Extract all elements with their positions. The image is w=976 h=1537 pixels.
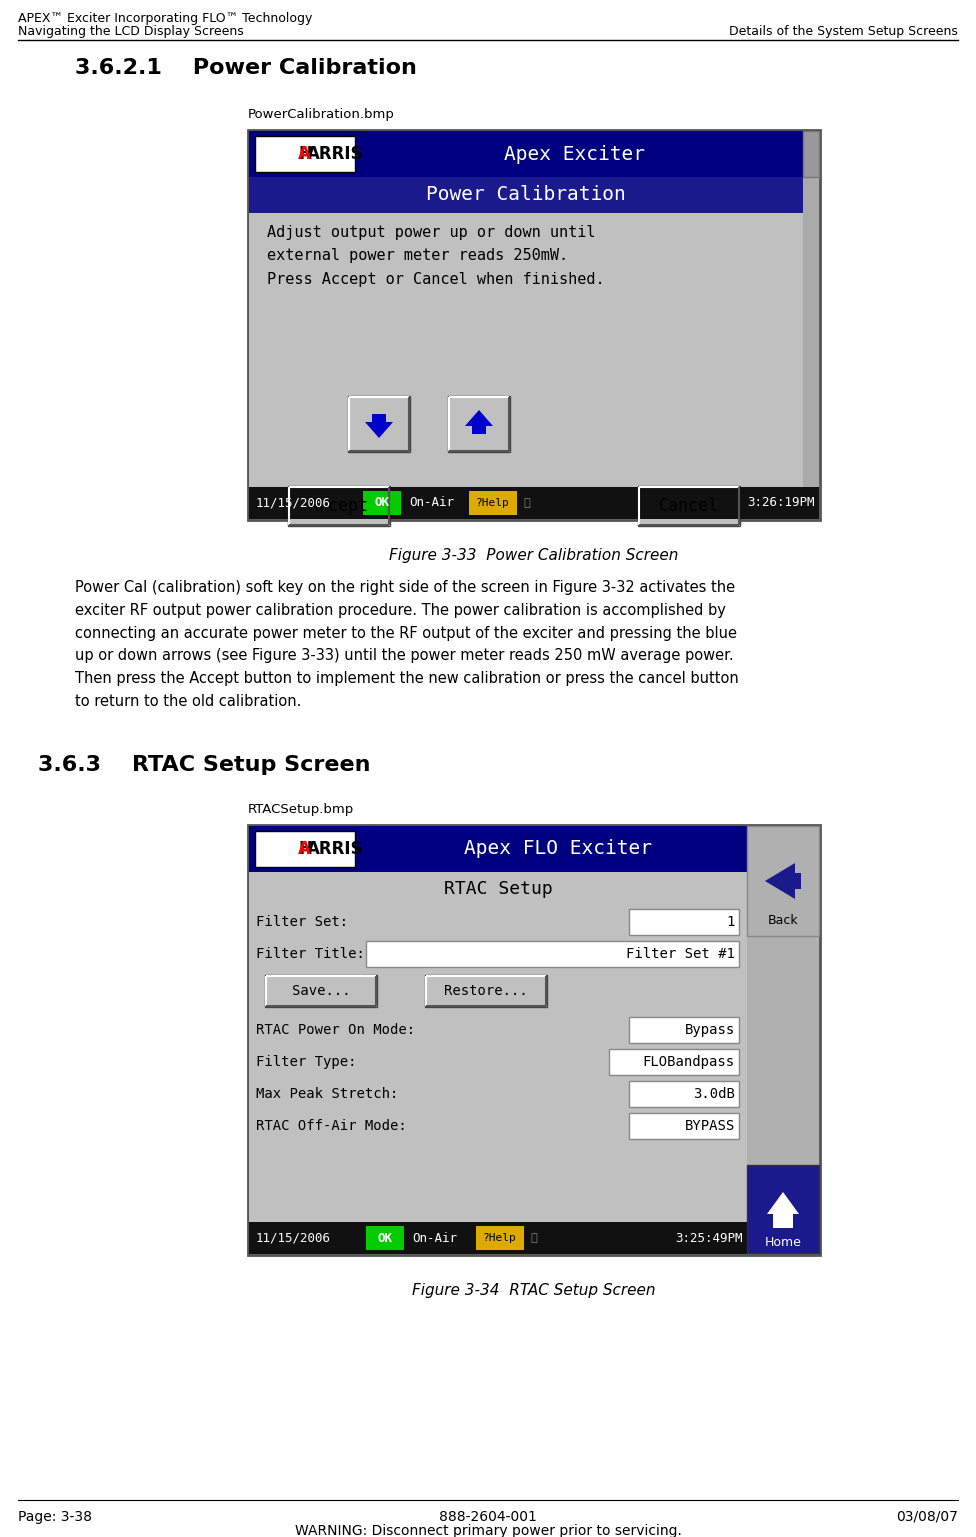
- Text: On-Air: On-Air: [412, 1231, 457, 1245]
- FancyBboxPatch shape: [249, 871, 747, 1254]
- FancyBboxPatch shape: [248, 131, 820, 520]
- Text: Figure 3-34  RTAC Setup Screen: Figure 3-34 RTAC Setup Screen: [412, 1283, 656, 1299]
- Text: Filter Type:: Filter Type:: [256, 1054, 356, 1070]
- Text: Power Cal (calibration) soft key on the right side of the screen in Figure 3-32 : Power Cal (calibration) soft key on the …: [75, 579, 739, 709]
- FancyBboxPatch shape: [248, 825, 820, 1256]
- Text: ARRIS: ARRIS: [307, 841, 363, 858]
- Text: Bypass: Bypass: [685, 1024, 735, 1037]
- Text: Home: Home: [764, 1236, 801, 1250]
- FancyBboxPatch shape: [449, 397, 509, 450]
- FancyBboxPatch shape: [803, 131, 819, 177]
- FancyBboxPatch shape: [249, 177, 803, 214]
- FancyBboxPatch shape: [249, 487, 819, 520]
- Text: BYPASS: BYPASS: [685, 1119, 735, 1133]
- FancyBboxPatch shape: [255, 135, 355, 172]
- FancyBboxPatch shape: [469, 490, 517, 515]
- FancyBboxPatch shape: [366, 941, 739, 967]
- Text: 11/15/2006: 11/15/2006: [256, 1231, 331, 1245]
- FancyBboxPatch shape: [629, 908, 739, 934]
- Text: 3.6.2.1    Power Calibration: 3.6.2.1 Power Calibration: [75, 58, 417, 78]
- Text: RTACSetup.bmp: RTACSetup.bmp: [248, 802, 354, 816]
- FancyBboxPatch shape: [289, 487, 389, 526]
- Text: 3:25:49PM: 3:25:49PM: [675, 1231, 743, 1245]
- FancyBboxPatch shape: [476, 1227, 524, 1250]
- FancyBboxPatch shape: [255, 832, 355, 867]
- FancyBboxPatch shape: [629, 1113, 739, 1139]
- Text: OK: OK: [375, 496, 389, 509]
- Text: Back: Back: [768, 915, 798, 927]
- Text: H: H: [298, 144, 312, 163]
- Text: 888-2604-001: 888-2604-001: [439, 1509, 537, 1525]
- Text: PowerCalibration.bmp: PowerCalibration.bmp: [248, 108, 395, 121]
- Text: Filter Set #1: Filter Set #1: [627, 947, 735, 961]
- Text: Max Peak Stretch:: Max Peak Stretch:: [256, 1087, 398, 1100]
- Text: ?Help: ?Help: [476, 498, 509, 509]
- Text: RTAC Setup: RTAC Setup: [444, 881, 552, 898]
- FancyBboxPatch shape: [249, 177, 803, 520]
- Text: Accept: Accept: [309, 496, 369, 515]
- Text: 11/15/2006: 11/15/2006: [256, 496, 331, 509]
- FancyBboxPatch shape: [629, 1017, 739, 1044]
- Text: 1: 1: [726, 915, 735, 928]
- FancyBboxPatch shape: [366, 1227, 404, 1250]
- Polygon shape: [365, 413, 393, 438]
- Text: RTAC Off-Air Mode:: RTAC Off-Air Mode:: [256, 1119, 407, 1133]
- Text: Details of the System Setup Screens: Details of the System Setup Screens: [729, 25, 958, 38]
- Polygon shape: [767, 1193, 799, 1228]
- Text: WARNING: Disconnect primary power prior to servicing.: WARNING: Disconnect primary power prior …: [295, 1525, 681, 1537]
- Text: Adjust output power up or down until
external power meter reads 250mW.
Press Acc: Adjust output power up or down until ext…: [267, 224, 604, 287]
- Text: A: A: [298, 144, 310, 163]
- Text: Power Calibration: Power Calibration: [427, 186, 626, 204]
- Text: 03/08/07: 03/08/07: [896, 1509, 958, 1525]
- FancyBboxPatch shape: [363, 490, 401, 515]
- Polygon shape: [765, 862, 801, 899]
- FancyBboxPatch shape: [747, 1165, 819, 1253]
- Text: 🔓: 🔓: [523, 498, 530, 509]
- FancyBboxPatch shape: [249, 131, 819, 177]
- Text: Filter Title:: Filter Title:: [256, 947, 365, 961]
- FancyBboxPatch shape: [349, 397, 409, 450]
- Text: FLOBandpass: FLOBandpass: [643, 1054, 735, 1070]
- Text: Page: 3-38: Page: 3-38: [18, 1509, 92, 1525]
- FancyBboxPatch shape: [249, 871, 747, 905]
- FancyBboxPatch shape: [426, 976, 546, 1007]
- Text: 🔓: 🔓: [530, 1233, 537, 1243]
- FancyBboxPatch shape: [249, 1222, 747, 1254]
- Text: Apex Exciter: Apex Exciter: [504, 144, 644, 163]
- Text: ?Help: ?Help: [483, 1233, 517, 1243]
- Text: A: A: [298, 841, 310, 858]
- Text: Filter Set:: Filter Set:: [256, 915, 348, 928]
- FancyBboxPatch shape: [609, 1048, 739, 1074]
- Text: APEX™ Exciter Incorporating FLO™ Technology: APEX™ Exciter Incorporating FLO™ Technol…: [18, 12, 312, 25]
- FancyBboxPatch shape: [639, 487, 739, 526]
- Text: 3:26:19PM: 3:26:19PM: [748, 496, 815, 509]
- Text: Navigating the LCD Display Screens: Navigating the LCD Display Screens: [18, 25, 244, 38]
- Text: 3.6.3    RTAC Setup Screen: 3.6.3 RTAC Setup Screen: [38, 755, 371, 775]
- Polygon shape: [465, 410, 493, 433]
- Text: Cancel: Cancel: [659, 496, 719, 515]
- Text: Figure 3-33  Power Calibration Screen: Figure 3-33 Power Calibration Screen: [389, 549, 678, 563]
- FancyBboxPatch shape: [249, 825, 819, 871]
- Text: 3.0dB: 3.0dB: [693, 1087, 735, 1100]
- Text: H: H: [298, 841, 312, 858]
- Text: Save...: Save...: [292, 984, 350, 998]
- FancyBboxPatch shape: [266, 976, 376, 1007]
- Text: Apex FLO Exciter: Apex FLO Exciter: [464, 839, 652, 859]
- Text: Restore...: Restore...: [444, 984, 528, 998]
- FancyBboxPatch shape: [747, 825, 819, 936]
- Text: On-Air: On-Air: [409, 496, 454, 509]
- Text: ARRIS: ARRIS: [307, 144, 363, 163]
- Text: OK: OK: [378, 1231, 392, 1245]
- FancyBboxPatch shape: [747, 825, 819, 1254]
- Text: RTAC Power On Mode:: RTAC Power On Mode:: [256, 1024, 415, 1037]
- FancyBboxPatch shape: [629, 1081, 739, 1107]
